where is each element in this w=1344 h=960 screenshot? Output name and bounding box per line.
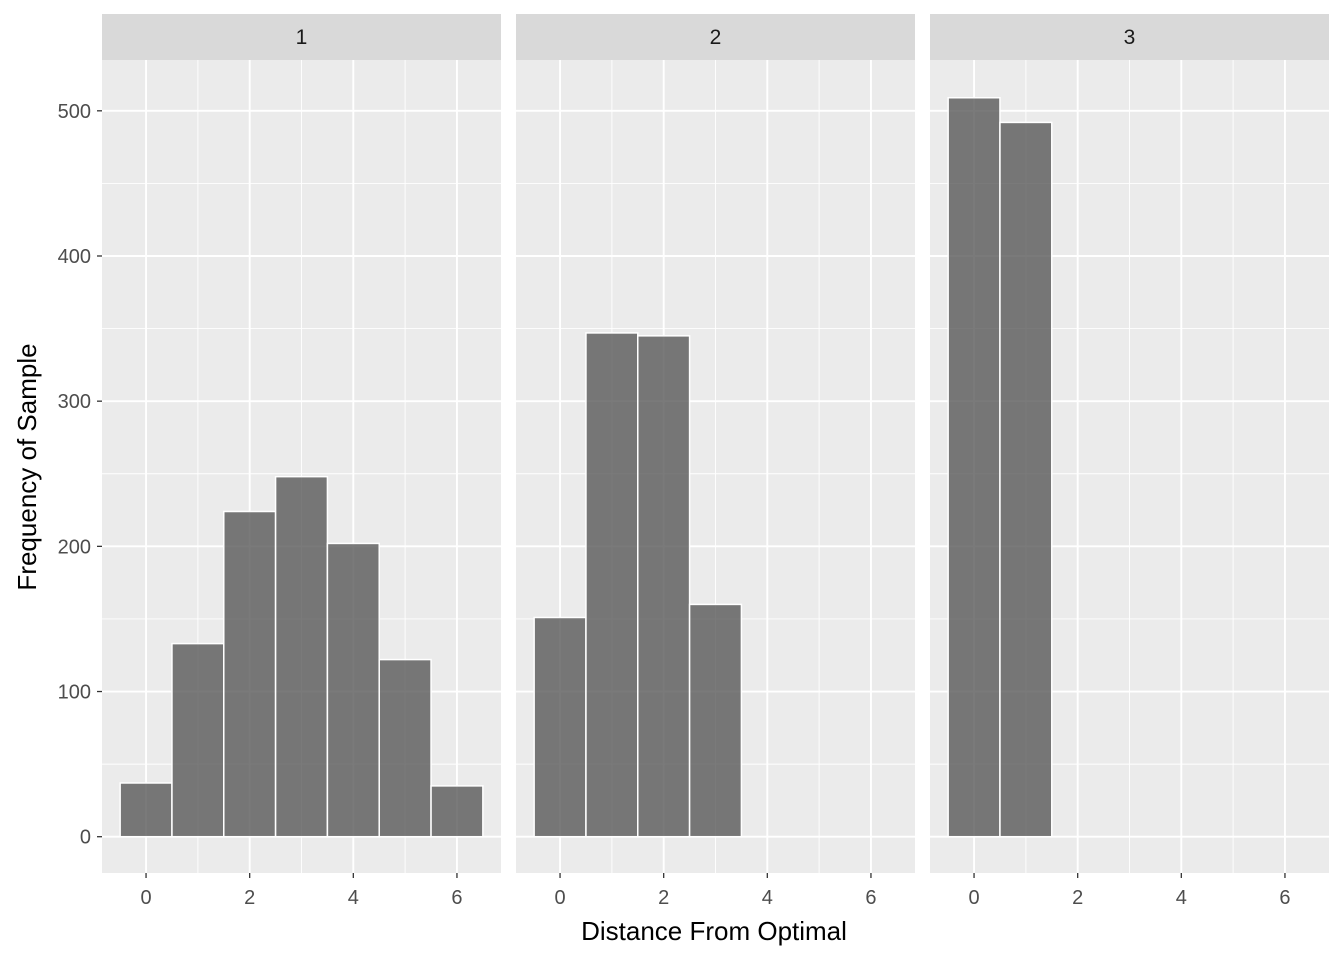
histogram-bar xyxy=(119,782,173,838)
y-tick-label: 400 xyxy=(58,246,91,268)
histogram-bar xyxy=(637,335,691,838)
x-tick-label: 4 xyxy=(762,887,773,909)
x-tick-label: 4 xyxy=(1176,887,1187,909)
histogram-bar xyxy=(947,96,1001,838)
x-tick-label: 2 xyxy=(658,887,669,909)
y-tick-label: 300 xyxy=(58,391,91,413)
facet-panel-2: 2 0 2 4 6 xyxy=(516,14,915,909)
x-tick-label: 4 xyxy=(348,887,359,909)
x-tick-label: 6 xyxy=(451,887,462,909)
histogram-bar xyxy=(533,616,587,838)
x-tick-label: 0 xyxy=(554,887,565,909)
histogram-bar xyxy=(585,332,639,838)
x-tick-label: 2 xyxy=(1072,887,1083,909)
facet-strip-label: 2 xyxy=(710,26,722,49)
histogram-bar xyxy=(274,475,329,838)
x-tick-label: 6 xyxy=(865,887,876,909)
y-axis: 0 100 200 300 400 500 xyxy=(58,101,102,849)
facet-strip xyxy=(930,14,1329,60)
y-tick-label: 100 xyxy=(58,682,91,704)
x-axis-title: Distance From Optimal xyxy=(581,916,847,946)
facet-strip xyxy=(516,14,915,60)
y-axis-title: Frequency of Sample xyxy=(12,343,42,590)
facet-strip xyxy=(102,14,501,60)
histogram-bar xyxy=(999,121,1053,838)
histogram-bar xyxy=(688,603,743,838)
facet-panels: 1 0 2 4 6 2 0 2 4 6 3 0 2 4 6 xyxy=(102,14,1329,909)
histogram-bar xyxy=(223,510,277,838)
x-tick-label: 0 xyxy=(968,887,979,909)
facet-strip-label: 3 xyxy=(1124,26,1136,49)
x-tick-label: 6 xyxy=(1279,887,1290,909)
histogram-bar xyxy=(171,642,225,838)
y-tick-label: 500 xyxy=(58,101,91,123)
histogram-bar xyxy=(378,658,432,838)
histogram-bar xyxy=(326,542,380,838)
x-tick-label: 2 xyxy=(244,887,255,909)
facet-strip-label: 1 xyxy=(296,26,308,49)
y-tick-label: 200 xyxy=(58,536,91,558)
y-tick-label: 0 xyxy=(80,827,91,849)
facet-panel-3: 3 0 2 4 6 xyxy=(930,14,1329,909)
x-tick-label: 0 xyxy=(140,887,151,909)
facet-panel-1: 1 0 2 4 6 xyxy=(102,14,501,909)
histogram-bar xyxy=(430,785,484,838)
